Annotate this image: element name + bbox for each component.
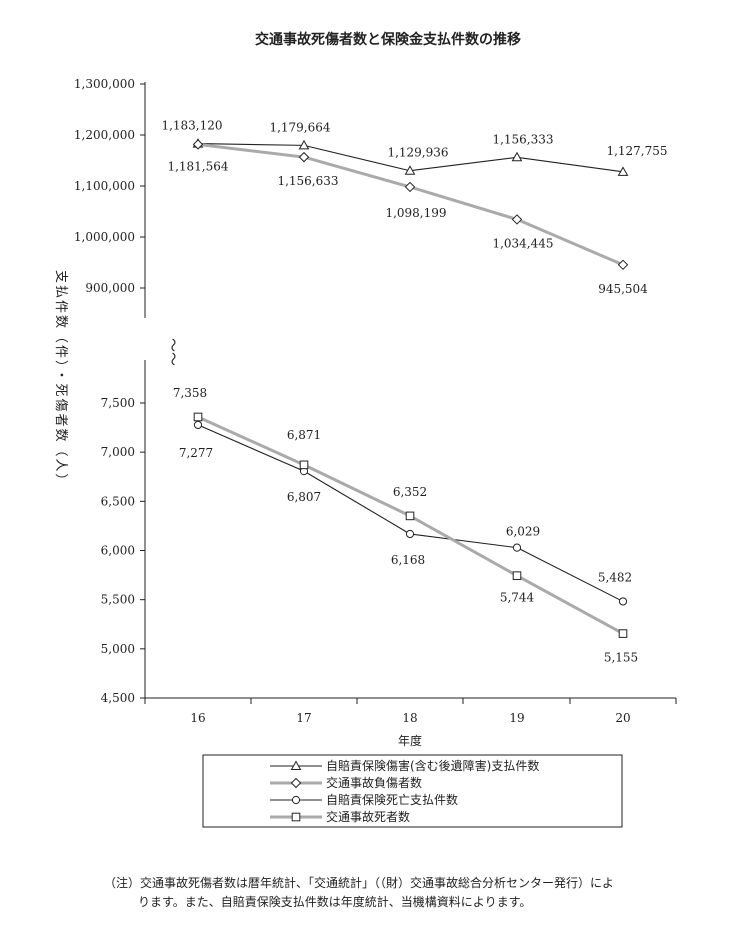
legend-label-2: 交通事故負傷者数	[326, 775, 422, 790]
series-1-marker	[404, 165, 416, 175]
lower-y-tick-label: 7,000	[101, 445, 135, 459]
x-tick-label: 19	[509, 711, 524, 725]
series-line-2	[197, 142, 624, 267]
series-3-data-label: 6,168	[391, 553, 425, 567]
series-1-data-label: 1,183,120	[161, 119, 222, 133]
lower-axes: 4,500 5,000 5,500 6,000 6,500 7,000 7,500	[101, 360, 146, 705]
legend: 自賠責保険傷害(含む後遺障害)支払件数交通事故負傷者数自賠責保険死亡支払件数交通…	[202, 754, 623, 828]
series-1-data-label: 1,129,936	[387, 146, 448, 160]
series-2-data-label: 945,504	[598, 282, 648, 296]
lower-y-tick-label: 6,000	[101, 544, 135, 558]
series-4-marker	[512, 571, 522, 580]
footnote-line-2: ります。また、自賠責保険支払件数は年度統計、当機構資料によります。	[138, 895, 532, 909]
series-4-marker	[299, 460, 309, 470]
series-2-marker	[298, 151, 310, 163]
lower-y-tick-label: 5,000	[101, 642, 135, 656]
series-line-4	[197, 415, 624, 635]
x-tick-label: 18	[402, 711, 417, 725]
series-4-marker	[405, 511, 415, 521]
series-1-marker	[617, 166, 629, 176]
lower-y-tick-label: 6,500	[101, 494, 135, 508]
x-tick-label: 16	[190, 711, 205, 725]
legend-marker-4	[291, 812, 301, 822]
legend-marker-3	[291, 795, 301, 805]
series-2-marker	[192, 139, 204, 150]
upper-y-tick-label: 1,100,000	[74, 179, 135, 193]
series-2-data-label: 1,156,633	[277, 174, 338, 188]
series-1-marker	[511, 151, 523, 162]
series-3-marker	[405, 529, 415, 539]
series-4-data-label: 7,358	[173, 386, 207, 400]
series-2-marker	[404, 181, 416, 193]
upper-axes: 900,000 1,000,000 1,100,000 1,200,000 1,300,…	[74, 77, 146, 318]
series-3-marker	[512, 543, 522, 552]
upper-y-tick-label: 900,000	[85, 281, 135, 295]
upper-y-tick-label: 1,000,000	[74, 230, 135, 244]
series-3-data-label: 6,029	[506, 525, 540, 539]
legend-label-4: 交通事故死者数	[326, 809, 410, 824]
series-2-marker	[617, 259, 629, 271]
lower-y-tick-label: 7,500	[101, 396, 135, 410]
upper-y-tick-label: 1,300,000	[74, 77, 135, 91]
lower-y-tick-label: 4,500	[101, 691, 135, 705]
series-3-data-label: 6,807	[287, 490, 321, 504]
series-3-marker	[193, 420, 203, 430]
legend-marker-1	[290, 760, 302, 770]
legend-box	[202, 754, 623, 828]
y-axis-label: 支払件数（件）・死傷者数（人）	[53, 270, 68, 489]
series-1-data-label: 1,156,333	[492, 132, 553, 146]
series-2-data-label: 1,181,564	[167, 159, 228, 173]
series-1-marker	[298, 139, 310, 150]
legend-label-3: 自賠責保険死亡支払件数	[326, 792, 458, 807]
upper-y-tick-label: 1,200,000	[74, 128, 135, 142]
series-3-data-label: 5,482	[598, 570, 632, 584]
series-layer: 1,183,120 1,179,664 1,129,936 1,156,333 1,12…	[161, 119, 667, 665]
series-1-data-label: 1,127,755	[606, 144, 667, 158]
series-4-data-label: 5,744	[500, 591, 535, 605]
footnote-line-1: （注）交通事故死傷者数は暦年統計、「交通統計」（（財）交通事故総合分析センター発…	[104, 876, 615, 890]
x-ticks: 16 17 18 19 20	[144, 697, 677, 725]
x-tick-label: 17	[296, 711, 311, 725]
x-tick-label: 20	[615, 711, 630, 725]
series-4-data-label: 5,155	[604, 651, 638, 665]
series-4-marker	[618, 629, 628, 638]
series-1-data-label: 1,179,664	[269, 120, 330, 134]
series-2-marker	[511, 214, 523, 225]
axis-break-symbol: 〜〜	[164, 338, 180, 366]
x-axis-label: 年度	[398, 733, 422, 748]
series-3-data-label: 7,277	[179, 446, 213, 460]
chart-title: 交通事故死傷者数と保険金支払件数の推移	[255, 31, 521, 48]
series-4-data-label: 6,871	[287, 428, 321, 442]
legend-marker-2	[290, 777, 302, 789]
chart: 交通事故死傷者数と保険金支払件数の推移 支払件数（件）・死傷者数（人） 〜〜 9…	[53, 31, 677, 828]
lower-y-tick-label: 5,500	[101, 593, 135, 607]
series-4-marker	[193, 412, 203, 422]
legend-label-1: 自賠責保険傷害(含む後遺障害)支払件数	[326, 758, 539, 773]
series-4-data-label: 6,352	[393, 485, 427, 499]
footnote: （注）交通事故死傷者数は暦年統計、「交通統計」（（財）交通事故総合分析センター発…	[104, 874, 704, 912]
series-3-marker	[618, 597, 628, 606]
series-2-data-label: 1,098,199	[385, 206, 446, 220]
series-2-data-label: 1,034,445	[492, 236, 553, 250]
